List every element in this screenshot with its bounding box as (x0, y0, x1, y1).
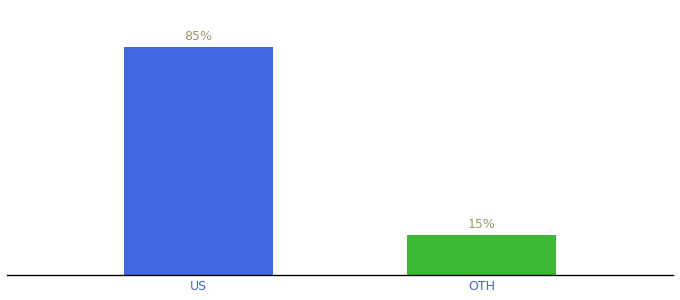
Bar (407, 235, 556, 275)
Text: 85%: 85% (184, 30, 212, 43)
Bar (124, 47, 273, 275)
Text: 15%: 15% (468, 218, 496, 231)
